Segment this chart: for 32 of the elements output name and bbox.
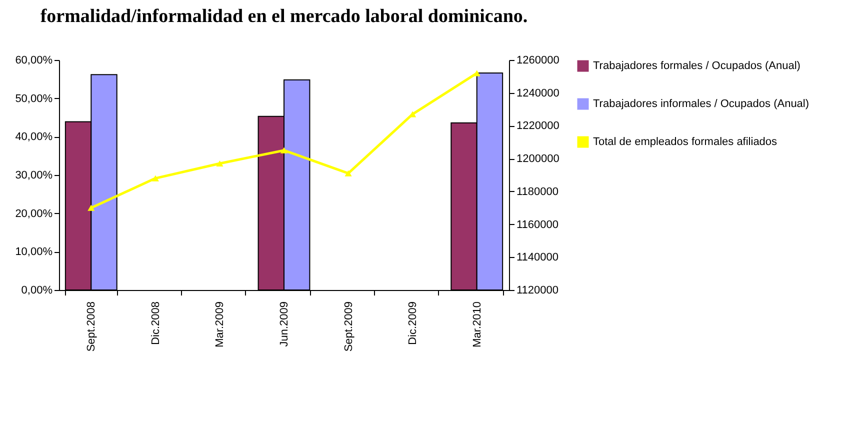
y-tick-label: 0,00% [21, 284, 53, 296]
x-tick-label: Sept.2008 [86, 302, 98, 352]
y2-tick-label: 1220000 [516, 120, 560, 132]
point [280, 147, 288, 154]
y2-tick-label: 1140000 [516, 252, 559, 264]
x-tick-label: Mar.2009 [214, 302, 226, 348]
legend-label: Trabajadores formales / Ocupados (Anual) [593, 60, 800, 72]
point [344, 170, 352, 176]
x-tick-label: Jun.2009 [278, 302, 290, 347]
y2-tick-label: 1260000 [516, 54, 560, 66]
y-tick-label: 10,00% [15, 246, 53, 258]
y-tick-label: 50,00% [15, 92, 53, 105]
chart-title: formalidad/informalidad en el mercado laboral dominicano. [40, 6, 528, 27]
y2-tick-label: 1160000 [516, 218, 559, 231]
x-tick-label: Mar.2010 [471, 302, 484, 348]
y2-tick-label: 1200000 [516, 153, 560, 166]
y2-tick-label: 1240000 [516, 87, 560, 100]
y-tick-label: 20,00% [15, 208, 53, 220]
y-tick-label: 60,00% [15, 54, 53, 66]
x-tick-label: Sept.2009 [342, 302, 355, 352]
legend-label: Trabajadores informales / Ocupados (Anual) [593, 98, 810, 110]
y-tick-label: 40,00% [15, 131, 53, 144]
point [152, 175, 159, 182]
y2-tick-label: 1120000 [516, 284, 559, 296]
point [473, 70, 480, 76]
x-tick-label: Dic.2008 [150, 302, 162, 345]
x-tick-label: Dic.2009 [407, 302, 420, 345]
point [216, 160, 224, 167]
point [88, 204, 95, 211]
legend-label: Total de empleados formales afiliados [593, 136, 778, 148]
y2-tick-label: 1180000 [516, 186, 559, 198]
y-tick-label: 30,00% [15, 170, 53, 182]
